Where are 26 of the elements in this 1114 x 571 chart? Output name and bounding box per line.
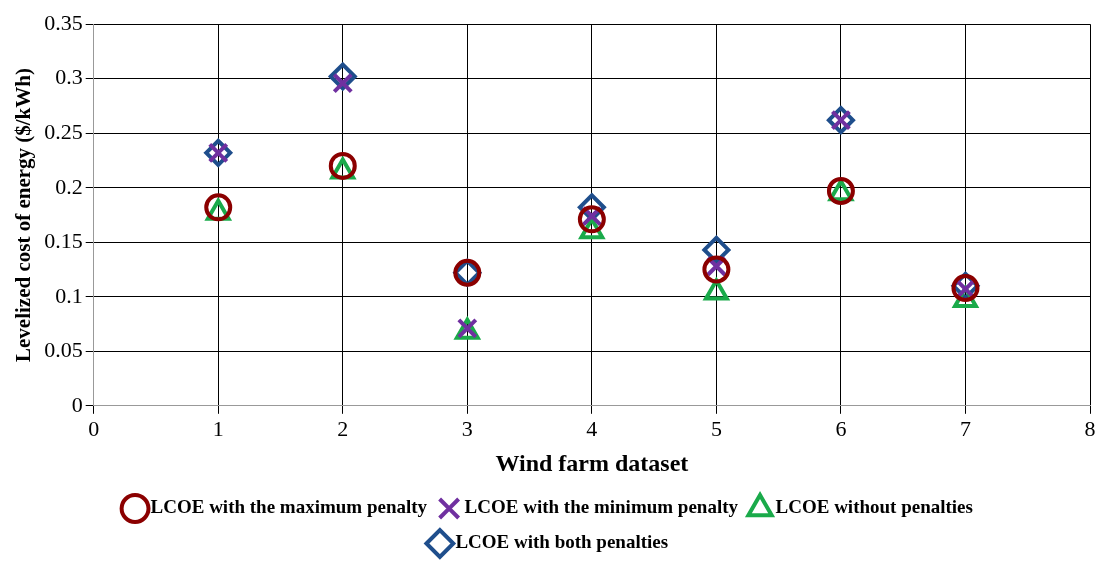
x-tick-label: 8 — [1084, 415, 1096, 441]
point — [577, 205, 606, 234]
x-tick-label: 1 — [212, 415, 224, 441]
y-axis-title: Levelized cost of energy ($/kWh) — [11, 68, 36, 362]
y-tick-label: 0.1 — [55, 282, 83, 308]
point — [328, 151, 357, 180]
x-tick-label: 2 — [337, 415, 349, 441]
y-tick-label: 0.35 — [44, 9, 83, 35]
y-tick-label: 0 — [71, 391, 83, 417]
x-tick-label: 3 — [461, 415, 473, 441]
legend-label: LCOE without penalties — [775, 496, 973, 518]
x-tick-label: 7 — [959, 415, 971, 441]
y-tick-label: 0.05 — [44, 337, 83, 363]
y-tick-label: 0.3 — [55, 64, 83, 90]
legend-label: LCOE with both penalties — [455, 531, 669, 553]
point — [702, 255, 731, 284]
x-tick-label: 4 — [586, 415, 598, 441]
x-tick-label: 0 — [88, 415, 100, 441]
y-tick-label: 0.25 — [44, 119, 83, 145]
y-tick-label: 0.2 — [55, 173, 83, 199]
legend-label: LCOE with the maximum penalty — [150, 496, 428, 518]
y-tick-label: 0.15 — [44, 228, 83, 254]
legend-label: LCOE with the minimum penalty — [464, 496, 739, 518]
x-axis-title: Wind farm dataset — [495, 449, 689, 476]
x-tick-label: 6 — [835, 415, 847, 441]
x-tick-label: 5 — [710, 415, 722, 441]
